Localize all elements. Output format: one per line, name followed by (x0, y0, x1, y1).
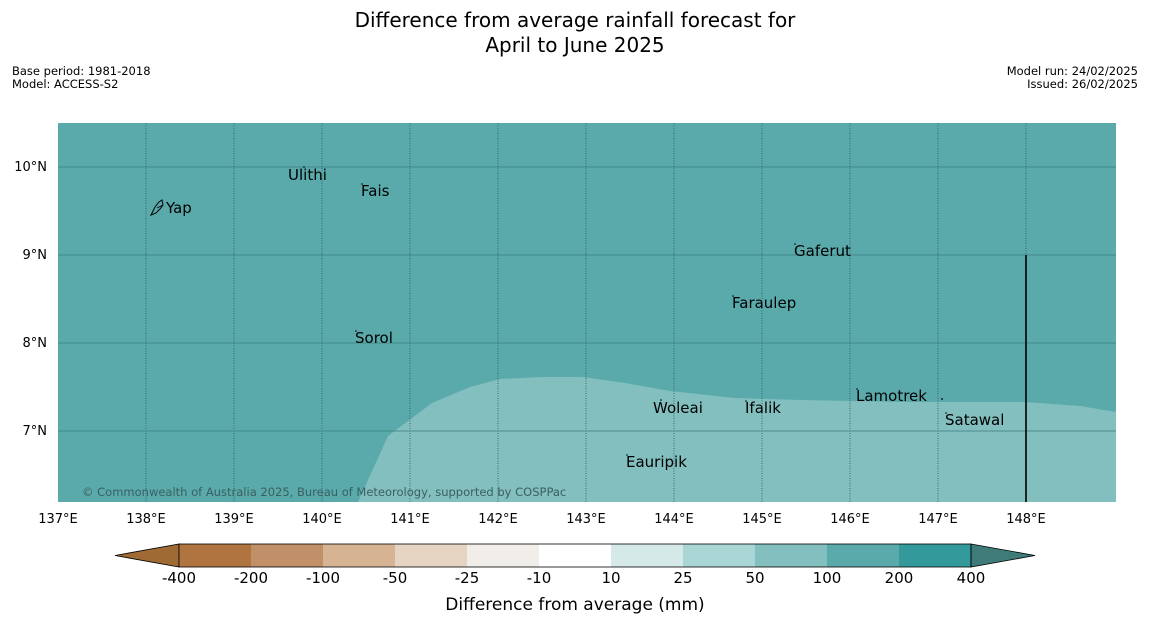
longitude-labels: 137°E 138°E 139°E 140°E 141°E 142°E 143°… (38, 512, 1046, 527)
colorbar-segment (827, 544, 899, 567)
sorol-marker (355, 330, 357, 332)
base-period: Base period: 1981-2018 (12, 64, 151, 78)
lon-label: 140°E (302, 512, 342, 527)
copyright-notice: © Commonwealth of Australia 2025, Bureau… (82, 485, 566, 499)
ulithi-marker (303, 166, 305, 168)
place-label: Ulithi (288, 166, 327, 184)
island-markers (303, 166, 947, 456)
lat-label: 10°N (14, 160, 47, 175)
lon-label: 138°E (126, 512, 166, 527)
colorbar-segment (611, 544, 683, 567)
colorbar-tick: 100 (813, 569, 842, 587)
lon-label: 141°E (390, 512, 430, 527)
colorbar-tick: -50 (383, 569, 408, 587)
colorbar-tick: -100 (306, 569, 340, 587)
latitude-labels: 10°N 9°N 8°N 7°N (14, 160, 47, 439)
title-line-2: April to June 2025 (485, 33, 665, 57)
colorbar-segment (683, 544, 755, 567)
colorbar-segment (395, 544, 467, 567)
colorbar-segment (539, 544, 611, 567)
rainfall-band-50-100 (358, 377, 1116, 502)
colorbar-tick: -25 (455, 569, 480, 587)
title-line-1: Difference from average rainfall forecas… (354, 8, 796, 32)
place-label: Lamotrek (856, 387, 927, 405)
colorbar-label: Difference from average (mm) (445, 595, 704, 615)
model-name: Model: ACCESS-S2 (12, 77, 119, 91)
place-label: Sorol (355, 329, 393, 347)
colorbar-segment (899, 544, 971, 567)
woleai-marker (660, 399, 662, 401)
colorbar-segment (323, 544, 395, 567)
place-label: Woleai (653, 399, 703, 417)
colorbar-tick: -400 (162, 569, 196, 587)
place-label: Fais (361, 182, 390, 200)
yap-island-detail (156, 204, 164, 209)
issued-date: Issued: 26/02/2025 (1027, 77, 1138, 91)
place-label: Ifalik (745, 399, 781, 417)
yap-island-outline (149, 199, 164, 216)
lon-label: 139°E (214, 512, 254, 527)
place-label: Gaferut (794, 242, 851, 260)
colorbar-segment (755, 544, 827, 567)
satawal-marker (945, 412, 947, 414)
colorbar-tick-labels: -400 -200 -100 -50 -25 -10 10 25 50 100 … (162, 569, 985, 587)
place-label: Eauripik (626, 453, 687, 471)
place-label: Faraulep (732, 294, 796, 312)
place-label: Satawal (945, 411, 1004, 429)
lat-label: 7°N (23, 424, 48, 439)
colorbar-tick: 200 (885, 569, 914, 587)
lon-label: 143°E (566, 512, 606, 527)
meta-right: Model run: 24/02/2025 Issued: 26/02/2025 (1007, 65, 1138, 91)
lon-label: 137°E (38, 512, 78, 527)
colorbar-tick: -10 (527, 569, 552, 587)
ifalik-marker (745, 400, 747, 402)
colorbar-tick: 25 (673, 569, 692, 587)
lat-label: 9°N (23, 248, 48, 263)
colorbar-outline (178, 543, 972, 568)
lon-label: 144°E (654, 512, 694, 527)
model-run: Model run: 24/02/2025 (1006, 64, 1138, 78)
lon-label: 142°E (478, 512, 518, 527)
lamotrek-marker (856, 388, 858, 390)
map-title: Difference from average rainfall forecas… (0, 8, 1150, 58)
colorbar-segment (179, 544, 251, 567)
lon-label: 147°E (918, 512, 958, 527)
eauripik-marker (626, 454, 628, 456)
lat-label: 8°N (23, 336, 48, 351)
colorbar-tick: -200 (234, 569, 268, 587)
lon-label: 146°E (830, 512, 870, 527)
lon-label: 148°E (1006, 512, 1046, 527)
faraulep-marker (732, 295, 734, 297)
colorbar-segment (467, 544, 539, 567)
colorbar-legend (114, 543, 1036, 568)
colorbar-tick: 400 (957, 569, 986, 587)
colorbar-extend-high (970, 543, 1036, 568)
place-label: Yap (165, 199, 192, 217)
lamotrek-islet-marker (941, 398, 943, 400)
meta-left: Base period: 1981-2018 Model: ACCESS-S2 (12, 65, 151, 91)
colorbar-tick: 50 (745, 569, 764, 587)
colorbar-extend-low (114, 543, 180, 568)
colorbar-segment (251, 544, 323, 567)
fais-marker (361, 183, 363, 185)
gaferut-marker (794, 243, 796, 245)
place-labels: Yap Ulithi Fais Gaferut Faraulep Sorol L… (165, 166, 1004, 471)
colorbar-tick: 10 (601, 569, 620, 587)
lon-label: 145°E (742, 512, 782, 527)
